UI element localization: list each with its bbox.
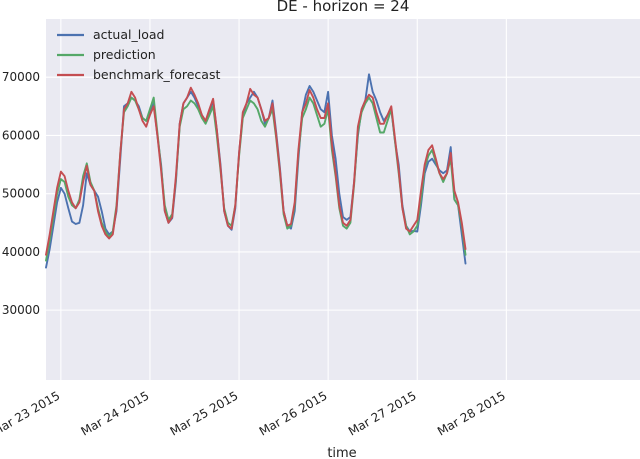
x-tick-label: Mar 27 2015: [346, 388, 419, 438]
legend-label-benchmark-forecast: benchmark_forecast: [93, 67, 220, 82]
x-gridlines: [60, 19, 507, 380]
x-axis-label: time: [327, 446, 356, 459]
x-tick-label: Mar 28 2015: [435, 388, 508, 438]
y-tick-label: 40000: [2, 245, 40, 259]
y-tick-label: 50000: [2, 187, 40, 201]
x-tick-label: Mar 24 2015: [79, 388, 152, 438]
legend: actual_load prediction benchmark_forecast: [57, 27, 220, 82]
y-gridlines: [46, 76, 640, 311]
series-lines: [45, 73, 467, 269]
x-tick-label: Mar 26 2015: [257, 388, 330, 438]
x-tick-labels: Mar 23 2015 Mar 24 2015 Mar 25 2015 Mar 26 …: [0, 388, 508, 438]
legend-label-prediction: prediction: [93, 47, 156, 62]
chart-title: DE - horizon = 24: [277, 0, 410, 15]
series-line-benchmark-forecast: [45, 86, 467, 256]
x-tick-label: Mar 25 2015: [168, 388, 241, 438]
plot-area: [46, 19, 640, 380]
legend-label-actual-load: actual_load: [93, 27, 164, 42]
y-tick-label: 60000: [2, 128, 40, 142]
y-tick-label: 30000: [2, 303, 40, 317]
y-tick-label: 70000: [2, 70, 40, 84]
x-tick-label: Mar 23 2015: [0, 388, 62, 438]
y-tick-labels: 30000 40000 50000 60000 70000: [2, 70, 40, 317]
